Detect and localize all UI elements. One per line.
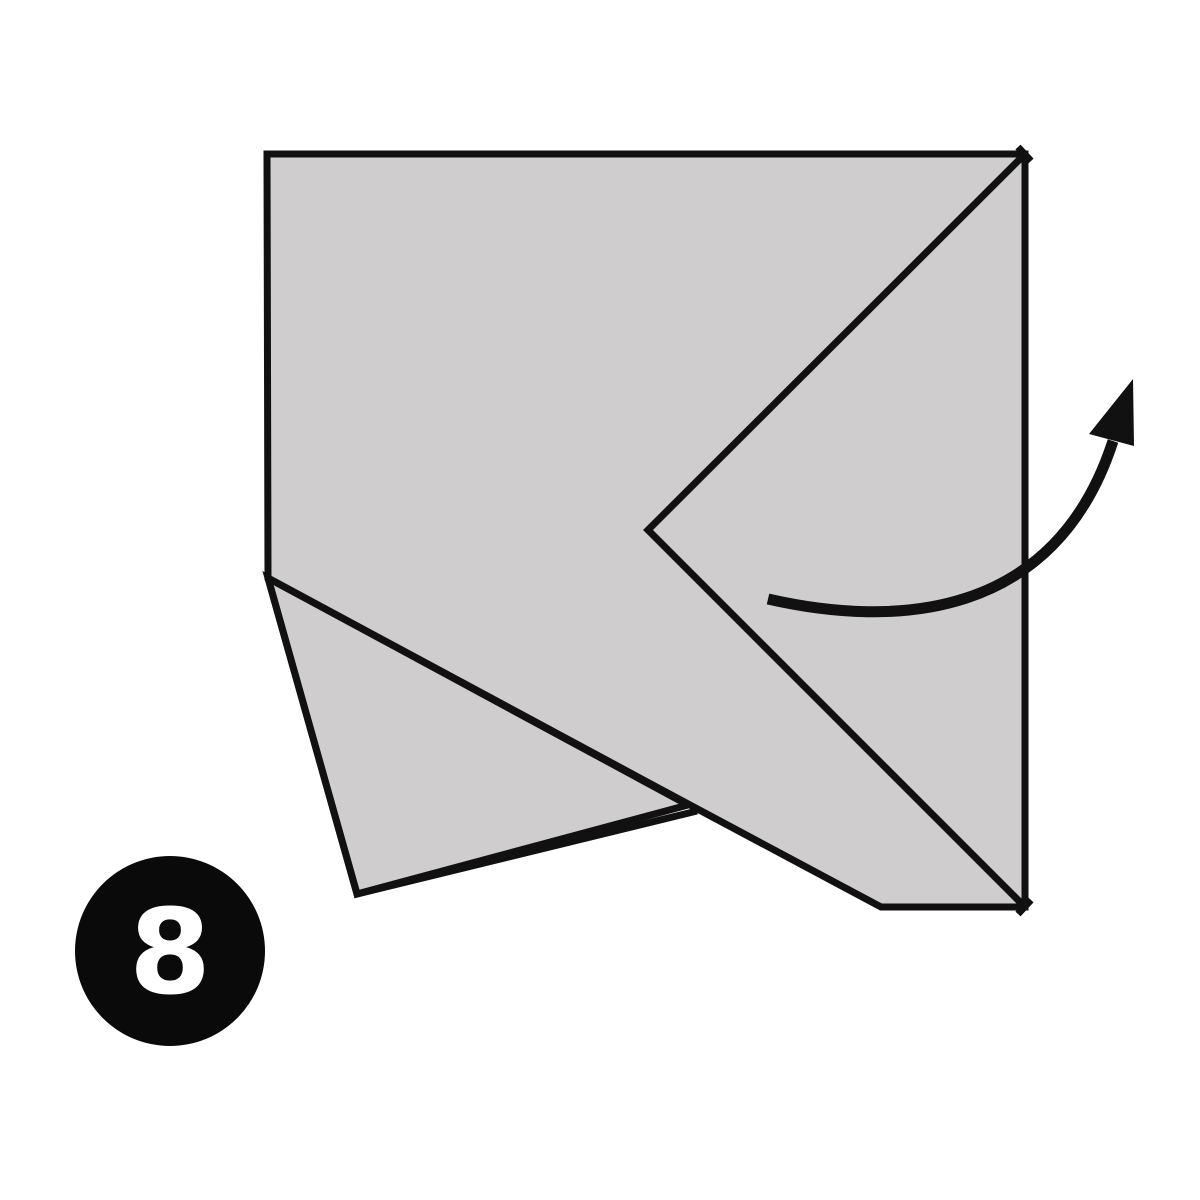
arrow-shaft — [766, 439, 1119, 618]
corner-tick-bottom — [1015, 897, 1034, 917]
arrow-head — [1089, 379, 1134, 446]
corner-tick-top — [1015, 144, 1034, 164]
step-badge-disc — [75, 856, 265, 1046]
curved-arrow-icon — [766, 379, 1134, 618]
step-badge: 8 — [75, 856, 265, 1046]
flap-edge — [264, 577, 698, 899]
v-fold-crease — [643, 151, 1028, 910]
step-number: 8 — [129, 883, 211, 1021]
